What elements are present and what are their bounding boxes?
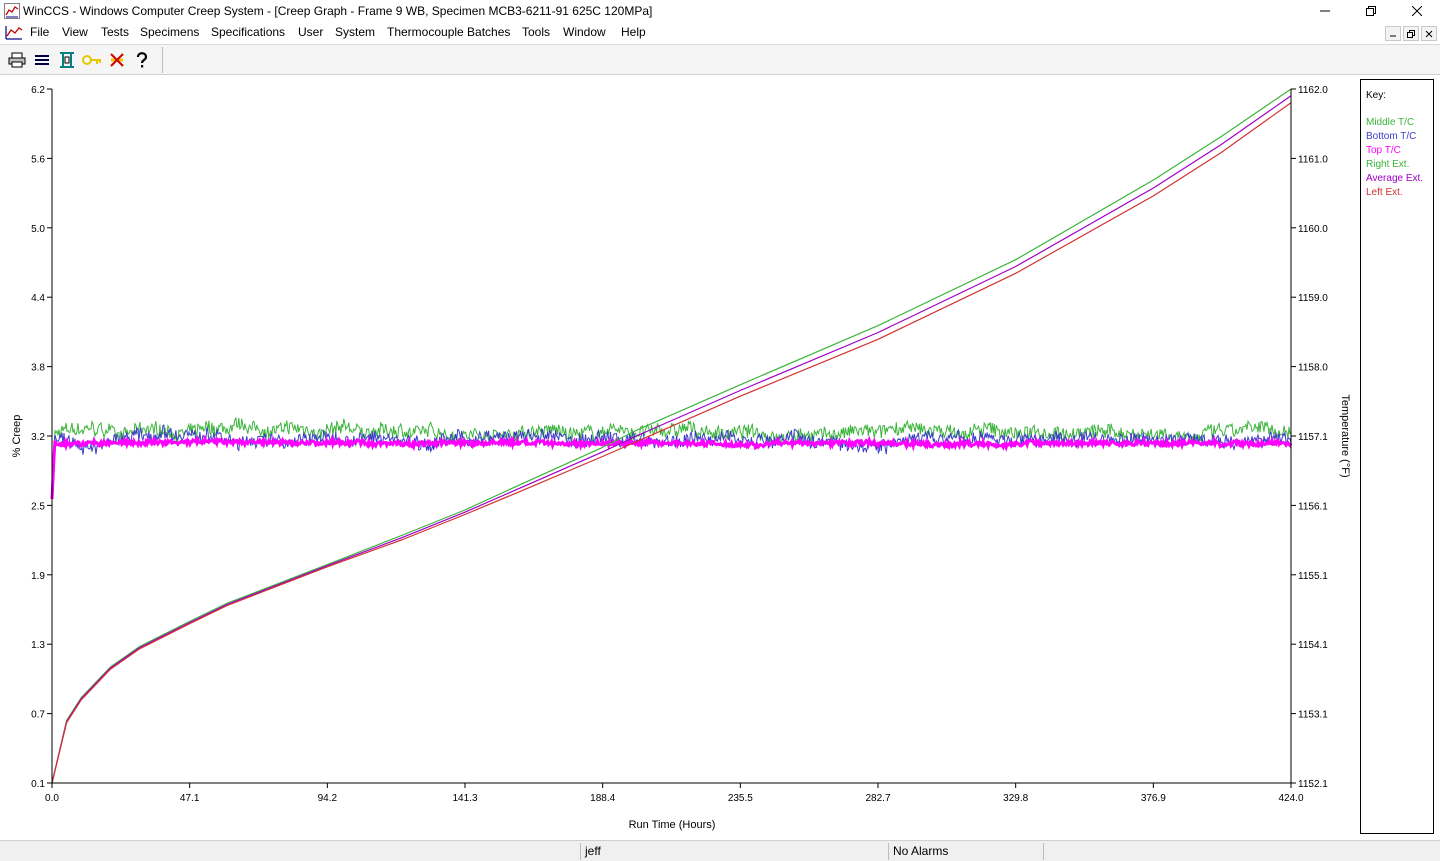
x-tick-label: 188.4 bbox=[590, 793, 615, 804]
legend-item-left-ext: Left Ext. bbox=[1366, 187, 1403, 198]
legend-item-bottom-tc: Bottom T/C bbox=[1366, 131, 1417, 142]
y2-tick-label: 1159.0 bbox=[1298, 293, 1328, 304]
x-tick-label: 141.3 bbox=[452, 793, 477, 804]
y2-tick-label: 1158.0 bbox=[1298, 363, 1328, 374]
key-icon bbox=[82, 55, 101, 65]
x-tick-label: 47.1 bbox=[180, 793, 200, 804]
x-tick-label: 329.8 bbox=[1003, 793, 1028, 804]
legend-item-average-ext: Average Ext. bbox=[1366, 173, 1424, 184]
y2-tick-label: 1155.1 bbox=[1298, 571, 1328, 582]
help-icon bbox=[136, 52, 148, 68]
menu-view[interactable]: View bbox=[62, 25, 88, 39]
title-bar: WinCCS - Windows Computer Creep System -… bbox=[0, 0, 1440, 22]
x-tick-label: 94.2 bbox=[318, 793, 338, 804]
status-alarms: No Alarms bbox=[888, 843, 1043, 860]
y2-tick-label: 1157.1 bbox=[1298, 432, 1328, 443]
close-icon bbox=[1425, 30, 1433, 37]
delete-button[interactable] bbox=[106, 49, 128, 71]
x-tick-label: 282.7 bbox=[865, 793, 890, 804]
list-button[interactable] bbox=[31, 49, 53, 71]
close-button[interactable] bbox=[1394, 0, 1440, 22]
menu-user[interactable]: User bbox=[298, 25, 324, 39]
y2-tick-label: 1161.0 bbox=[1298, 154, 1328, 165]
restore-button[interactable] bbox=[1348, 0, 1394, 22]
legend-key: Key: Middle T/C Bottom T/C Top T/C Right… bbox=[1360, 79, 1434, 834]
y-tick-label: 5.0 bbox=[31, 224, 45, 235]
status-user: jeff bbox=[580, 843, 887, 860]
printer-icon bbox=[8, 52, 26, 68]
legend-item-middle-tc: Middle T/C bbox=[1366, 117, 1415, 128]
menu-specifications[interactable]: Specifications bbox=[211, 25, 286, 39]
tick-layer: 0.0 47.1 94.2 141.3 188.4 235.5 282.7 329.8 376.… bbox=[31, 85, 1328, 804]
y-tick-label: 0.1 bbox=[31, 779, 45, 790]
legend-title: Key: bbox=[1366, 90, 1387, 101]
menu-tools[interactable]: Tools bbox=[522, 25, 551, 39]
mdi-close-button[interactable] bbox=[1421, 26, 1437, 41]
menu-window[interactable]: Window bbox=[563, 25, 606, 39]
x-axis-label: Run Time (Hours) bbox=[629, 819, 716, 831]
x-tick-label: 376.9 bbox=[1141, 793, 1166, 804]
y-tick-label: 4.4 bbox=[31, 293, 45, 304]
series-layer bbox=[50, 88, 1293, 784]
window-title: WinCCS - Windows Computer Creep System -… bbox=[23, 4, 653, 18]
menu-bar: File View Tests Specimens Specifications… bbox=[0, 22, 1440, 43]
y2-axis-label: Temperature (°F) bbox=[1339, 394, 1351, 477]
status-bar: jeff No Alarms bbox=[0, 840, 1440, 861]
menu-thermocouple-batches[interactable]: Thermocouple Batches bbox=[387, 25, 511, 39]
y2-tick-label: 1154.1 bbox=[1298, 640, 1328, 651]
menu-system[interactable]: System bbox=[335, 25, 376, 39]
help-button[interactable] bbox=[131, 49, 153, 71]
minimize-icon bbox=[1390, 35, 1396, 36]
y-tick-label: 1.9 bbox=[31, 571, 45, 582]
toolbar-separator bbox=[162, 47, 163, 73]
y2-tick-label: 1153.1 bbox=[1298, 710, 1328, 721]
y-tick-label: 0.7 bbox=[31, 710, 45, 721]
y-tick-label: 1.3 bbox=[31, 640, 45, 651]
minimize-button[interactable] bbox=[1302, 0, 1348, 22]
menu-help[interactable]: Help bbox=[621, 25, 646, 39]
y2-tick-label: 1162.0 bbox=[1298, 85, 1328, 96]
frame-button[interactable] bbox=[56, 49, 78, 71]
legend-item-top-tc: Top T/C bbox=[1366, 145, 1401, 156]
minimize-icon bbox=[1320, 10, 1330, 12]
series-left-ext bbox=[51, 102, 1292, 784]
series-middle-t-c bbox=[51, 416, 1292, 489]
x-tick-label: 424.0 bbox=[1278, 793, 1303, 804]
y-axis-label: % Creep bbox=[11, 415, 23, 458]
y-tick-label: 3.2 bbox=[31, 432, 45, 443]
x-tick-label: 0.0 bbox=[45, 793, 59, 804]
y-tick-label: 3.8 bbox=[31, 363, 45, 374]
menu-tests[interactable]: Tests bbox=[101, 25, 130, 39]
y-tick-label: 5.6 bbox=[31, 154, 45, 165]
print-button[interactable] bbox=[6, 49, 28, 71]
delete-icon bbox=[110, 53, 124, 67]
menu-file[interactable]: File bbox=[30, 25, 50, 39]
creep-graph: 0.0 47.1 94.2 141.3 188.4 235.5 282.7 329.8 376.… bbox=[0, 75, 1440, 839]
x-tick-label: 235.5 bbox=[728, 793, 753, 804]
y-tick-label: 6.2 bbox=[31, 85, 45, 96]
y-tick-label: 2.5 bbox=[31, 501, 45, 512]
y2-tick-label: 1156.1 bbox=[1298, 501, 1328, 512]
series-average-ext bbox=[51, 95, 1292, 784]
app-chart-icon bbox=[4, 3, 20, 19]
y2-tick-label: 1160.0 bbox=[1298, 224, 1328, 235]
document-chart-icon[interactable] bbox=[4, 24, 24, 41]
close-icon bbox=[1412, 6, 1422, 16]
list-icon bbox=[35, 55, 49, 65]
y2-tick-label: 1152.1 bbox=[1298, 779, 1328, 790]
series-right-ext bbox=[51, 88, 1292, 784]
key-button[interactable] bbox=[81, 49, 103, 71]
mdi-minimize-button[interactable] bbox=[1385, 26, 1401, 41]
mdi-restore-button[interactable] bbox=[1403, 26, 1419, 41]
toolbar bbox=[0, 44, 1440, 75]
restore-icon bbox=[1407, 29, 1415, 38]
status-empty-panel bbox=[1043, 843, 1438, 860]
frame-icon bbox=[60, 52, 74, 68]
menu-specimens[interactable]: Specimens bbox=[140, 25, 200, 39]
series-top-t-c bbox=[50, 434, 1293, 500]
creep-graph-svg: 0.0 47.1 94.2 141.3 188.4 235.5 282.7 329.8 376.… bbox=[11, 85, 1351, 831]
legend-item-right-ext: Right Ext. bbox=[1366, 159, 1410, 170]
restore-icon bbox=[1366, 6, 1376, 16]
